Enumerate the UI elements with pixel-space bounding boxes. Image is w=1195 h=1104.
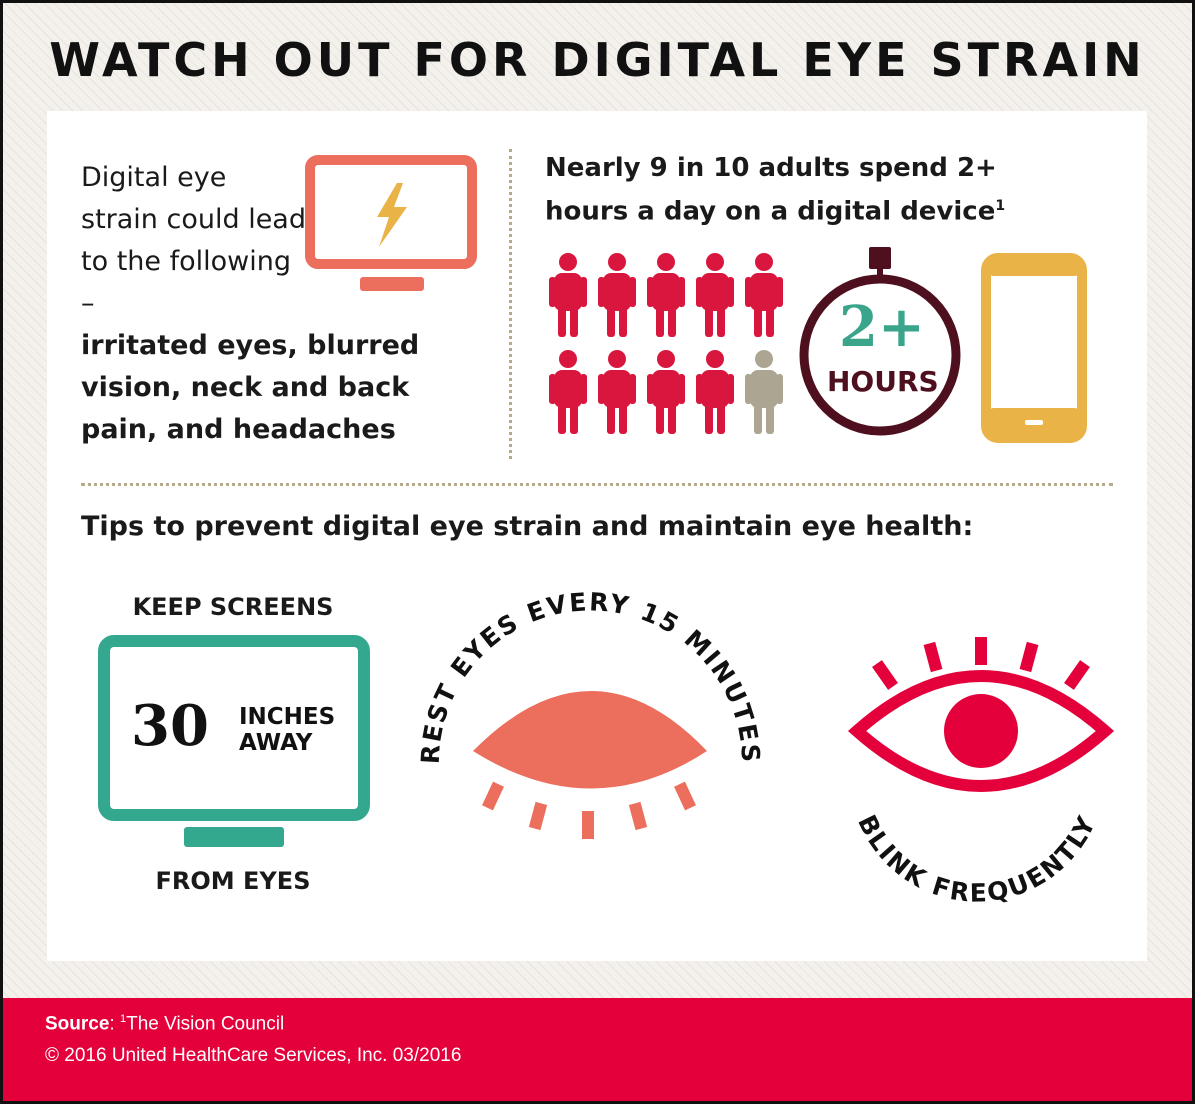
- source-separator: :: [109, 1013, 120, 1035]
- clock-big-text: 2+: [839, 294, 925, 360]
- clock-small-text: HOURS: [827, 365, 939, 398]
- stat-text: Nearly 9 in 10 adults spend 2+ hours a d…: [545, 149, 1085, 231]
- copyright-text: © 2016 United HealthCare Services, Inc. …: [45, 1045, 462, 1066]
- person-icon: [549, 253, 587, 337]
- closed-eye-icon: [473, 691, 707, 839]
- lightning-icon: [377, 183, 407, 247]
- blink-graphic: BLINK FREQUENTLY: [847, 637, 1115, 908]
- source-text: The Vision Council: [126, 1013, 285, 1035]
- horizontal-divider: [81, 483, 1113, 486]
- person-icon: [696, 253, 734, 337]
- content-card: Digital eye strain could lead to the fol…: [47, 111, 1147, 961]
- intro-plain-text: Digital eye strain could lead to the fol…: [81, 162, 306, 319]
- teal-monitor-icon: [98, 635, 370, 847]
- phone-icon: [981, 253, 1087, 443]
- screens-top-label: KEEP SCREENS: [132, 593, 334, 621]
- blink-label: BLINK FREQUENTLY: [852, 810, 1102, 907]
- monitor-icon: [305, 155, 477, 291]
- people-grid: [549, 253, 783, 434]
- person-icon: [549, 350, 587, 434]
- source-footnote-mark: 1: [119, 1013, 127, 1025]
- person-icon: [745, 350, 783, 434]
- person-icon: [647, 350, 685, 434]
- page-title: WATCH OUT FOR DIGITAL EYE STRAIN: [49, 33, 1146, 87]
- vertical-divider: [509, 149, 512, 459]
- screens-unit-line1: INCHES: [239, 704, 336, 730]
- person-icon: [647, 253, 685, 337]
- stat-sentence: Nearly 9 in 10 adults spend 2+ hours a d…: [545, 153, 997, 227]
- person-icon: [598, 253, 636, 337]
- footer: Source: 1The Vision Council © 2016 Unite…: [3, 998, 1192, 1101]
- person-icon: [598, 350, 636, 434]
- screens-bottom-label: FROM EYES: [155, 867, 311, 895]
- screens-number: 30: [131, 693, 209, 759]
- stopwatch-icon: [799, 247, 961, 436]
- tips-heading: Tips to prevent digital eye strain and m…: [81, 511, 974, 542]
- person-icon: [745, 253, 783, 337]
- source-label: Source: [45, 1013, 110, 1035]
- stat-footnote: 1: [995, 198, 1006, 214]
- rest-eyes-graphic: REST EYES EVERY 15 MINUTES: [416, 587, 763, 839]
- open-eye-icon: [847, 637, 1115, 792]
- screens-unit-line2: AWAY: [239, 730, 313, 756]
- source-line: Source: 1The Vision Council: [45, 1013, 284, 1035]
- person-icon: [696, 350, 734, 434]
- intro-text: Digital eye strain could lead to the fol…: [81, 157, 481, 451]
- intro-bold-text: irritated eyes, blurred vision, neck and…: [81, 330, 420, 445]
